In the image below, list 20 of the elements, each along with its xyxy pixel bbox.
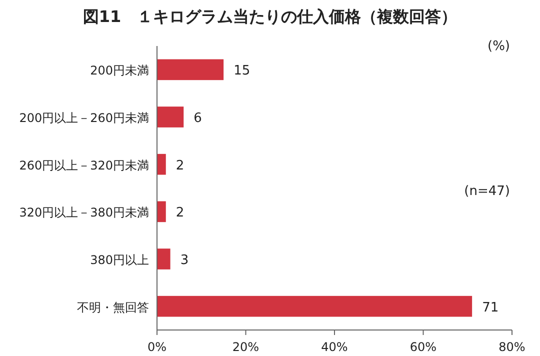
data-label: 3 xyxy=(180,253,189,268)
tick-label: 60% xyxy=(410,340,437,354)
data-label: 71 xyxy=(482,300,499,316)
category: 200円以上－260円未満 xyxy=(19,111,149,125)
annotation: (n=47) xyxy=(464,184,510,199)
category: 380円以上 xyxy=(90,253,149,267)
tick-label: 40% xyxy=(321,340,348,354)
category: 不明・無回答 xyxy=(77,300,149,314)
category: 260円以上－320円未満 xyxy=(19,158,149,172)
tick-label: 20% xyxy=(232,340,260,354)
category: 320円以上－380円未満 xyxy=(19,206,149,220)
category: 200円未満 xyxy=(90,64,149,78)
tick-label: 80% xyxy=(498,340,526,354)
data-label: 6 xyxy=(194,111,202,126)
data-label: 2 xyxy=(176,206,184,221)
tick-label: 0% xyxy=(147,340,167,354)
title: 図11 １キログラム当たりの仕入価格（複数回答） xyxy=(82,7,458,26)
data-label: 2 xyxy=(176,158,184,174)
data-label: 15 xyxy=(234,64,250,79)
annotation: (%) xyxy=(488,39,510,54)
